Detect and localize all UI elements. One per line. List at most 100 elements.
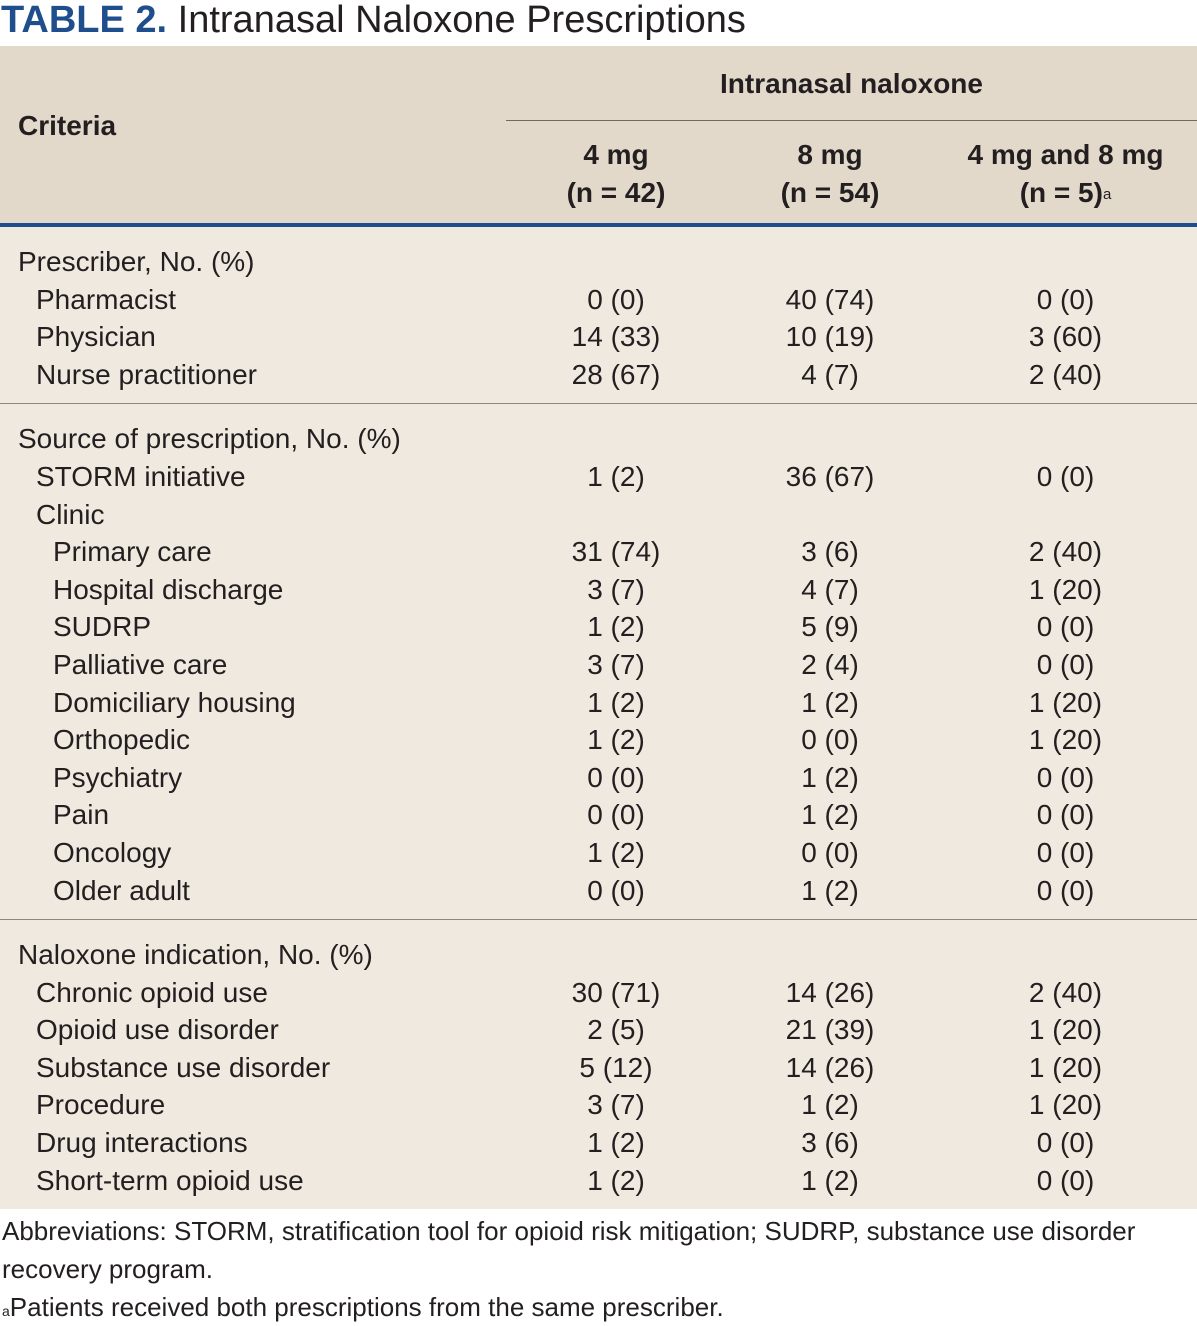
value-cell: 3 (6) <box>801 536 859 568</box>
value-cell: 0 (0) <box>1036 460 1095 492</box>
row-label: Pharmacist <box>36 283 177 315</box>
empty-cell <box>506 225 726 281</box>
row-label: Drug interactions <box>36 1127 248 1159</box>
value-cell <box>506 496 726 534</box>
column-count: (n = 54) <box>780 177 880 208</box>
value-cell: 0 (0) <box>1036 1127 1095 1159</box>
empty-cell <box>934 404 1197 458</box>
footnote-a-text: Patients received both prescriptions fro… <box>9 1292 724 1323</box>
row-label: Procedure <box>36 1089 166 1121</box>
value-cell: 10 (19) <box>785 321 875 353</box>
table-row: SUDRP 1 (2) 5 (9) 0 (0) <box>0 608 1197 646</box>
footnotes: Abbreviations: STORM, stratification too… <box>0 1209 1197 1326</box>
table-row: Opioid use disorder 2 (5) 21 (39) 1 (20) <box>0 1011 1197 1049</box>
value-cell: 5 (9) <box>801 611 859 643</box>
value-cell: 1 (20) <box>1028 686 1103 718</box>
footnote-a-marker: a <box>2 1303 10 1320</box>
table-section: Source of prescription, No. (%) STORM ini… <box>0 404 1197 920</box>
row-label: Chronic opioid use <box>36 976 268 1008</box>
value-cell: 1 (20) <box>1028 1014 1103 1046</box>
value-cell: 0 (0) <box>801 724 859 756</box>
value-cell: 1 (20) <box>1028 573 1103 605</box>
value-cell: 2 (40) <box>1028 536 1103 568</box>
value-cell: 14 (26) <box>785 1051 875 1083</box>
value-cell: 3 (7) <box>587 1089 645 1121</box>
row-label: Oncology <box>53 836 172 868</box>
value-cell: 1 (2) <box>587 836 645 868</box>
table-row: Pain 0 (0) 1 (2) 0 (0) <box>0 796 1197 834</box>
value-cell: 36 (67) <box>785 460 875 492</box>
value-cell: 1 (2) <box>587 686 645 718</box>
row-label: Hospital discharge <box>53 573 284 605</box>
row-label: Psychiatry <box>53 761 183 793</box>
value-cell: 0 (0) <box>587 799 645 831</box>
column-count: (n = 5) <box>1019 177 1103 208</box>
value-cell: 1 (2) <box>587 1127 645 1159</box>
value-cell: 14 (33) <box>571 321 661 353</box>
row-label: STORM initiative <box>36 460 246 492</box>
value-cell: 3 (7) <box>587 573 645 605</box>
section-heading-row: Naloxone indication, No. (%) <box>0 920 1197 974</box>
table-row: Oncology 1 (2) 0 (0) 0 (0) <box>0 834 1197 872</box>
row-label: Primary care <box>53 536 212 568</box>
value-cell: 31 (74) <box>571 536 661 568</box>
empty-cell <box>934 225 1197 281</box>
value-cell: 3 (60) <box>1028 321 1103 353</box>
table-row: Domiciliary housing 1 (2) 1 (2) 1 (20) <box>0 684 1197 722</box>
section-heading: Prescriber, No. (%) <box>18 246 255 277</box>
table-number: TABLE 2. <box>1 0 168 41</box>
table-row: Clinic <box>0 496 1197 534</box>
value-cell: 2 (4) <box>801 648 859 680</box>
column-header: 8 mg (n = 54) <box>726 120 934 225</box>
table-row: Pharmacist 0 (0) 40 (74) 0 (0) <box>0 281 1197 319</box>
value-cell: 5 (12) <box>579 1051 653 1083</box>
value-cell: 30 (71) <box>571 976 661 1008</box>
section-heading-row: Source of prescription, No. (%) <box>0 404 1197 458</box>
column-dose: 8 mg <box>797 139 863 170</box>
criteria-header: Criteria <box>0 46 506 225</box>
value-cell: 0 (0) <box>1036 761 1095 793</box>
abbreviations-note: Abbreviations: STORM, stratification too… <box>2 1216 1136 1285</box>
row-label: Substance use disorder <box>36 1051 331 1083</box>
naloxone-table: Criteria Intranasal naloxone 4 mg (n = 4… <box>0 46 1197 1210</box>
value-cell: 2 (40) <box>1028 358 1103 390</box>
value-cell: 4 (7) <box>801 573 859 605</box>
empty-cell <box>506 920 726 974</box>
column-dose: 4 mg and 8 mg <box>967 139 1164 170</box>
table-row: Psychiatry 0 (0) 1 (2) 0 (0) <box>0 759 1197 797</box>
value-cell: 0 (0) <box>1036 836 1095 868</box>
value-cell: 1 (2) <box>801 761 859 793</box>
table-row: Drug interactions 1 (2) 3 (6) 0 (0) <box>0 1124 1197 1162</box>
empty-cell <box>726 920 934 974</box>
empty-cell <box>726 404 934 458</box>
value-cell: 2 (5) <box>587 1014 645 1046</box>
value-cell: 0 (0) <box>1036 874 1095 906</box>
value-cell: 1 (2) <box>587 724 645 756</box>
footnote-marker: a <box>1102 186 1112 203</box>
value-cell: 0 (0) <box>587 761 645 793</box>
table-row: Palliative care 3 (7) 2 (4) 0 (0) <box>0 646 1197 684</box>
table-row: Physician 14 (33) 10 (19) 3 (60) <box>0 318 1197 356</box>
value-cell: 3 (7) <box>587 648 645 680</box>
footnote-a: aPatients received both prescriptions fr… <box>2 1288 1197 1326</box>
table-row: Primary care 31 (74) 3 (6) 2 (40) <box>0 533 1197 571</box>
row-label: Physician <box>36 321 156 353</box>
table-row: STORM initiative 1 (2) 36 (67) 0 (0) <box>0 458 1197 496</box>
table-caption: Intranasal Naloxone Prescriptions <box>177 0 746 41</box>
table-row: Older adult 0 (0) 1 (2) 0 (0) <box>0 872 1197 920</box>
value-cell: 0 (0) <box>1036 1164 1095 1196</box>
value-cell: 1 (2) <box>587 1164 645 1196</box>
value-cell: 3 (6) <box>801 1127 859 1159</box>
value-cell: 21 (39) <box>785 1014 875 1046</box>
value-cell: 1 (2) <box>587 611 645 643</box>
value-cell <box>934 496 1197 534</box>
row-label: Nurse practitioner <box>36 358 257 390</box>
value-cell: 14 (26) <box>785 976 875 1008</box>
empty-cell <box>506 404 726 458</box>
row-label: Palliative care <box>53 648 228 680</box>
row-label: Orthopedic <box>53 724 190 756</box>
table-header: Criteria Intranasal naloxone 4 mg (n = 4… <box>0 46 1197 225</box>
row-label: Pain <box>53 799 110 831</box>
value-cell: 0 (0) <box>587 283 645 315</box>
value-cell: 1 (2) <box>801 799 859 831</box>
